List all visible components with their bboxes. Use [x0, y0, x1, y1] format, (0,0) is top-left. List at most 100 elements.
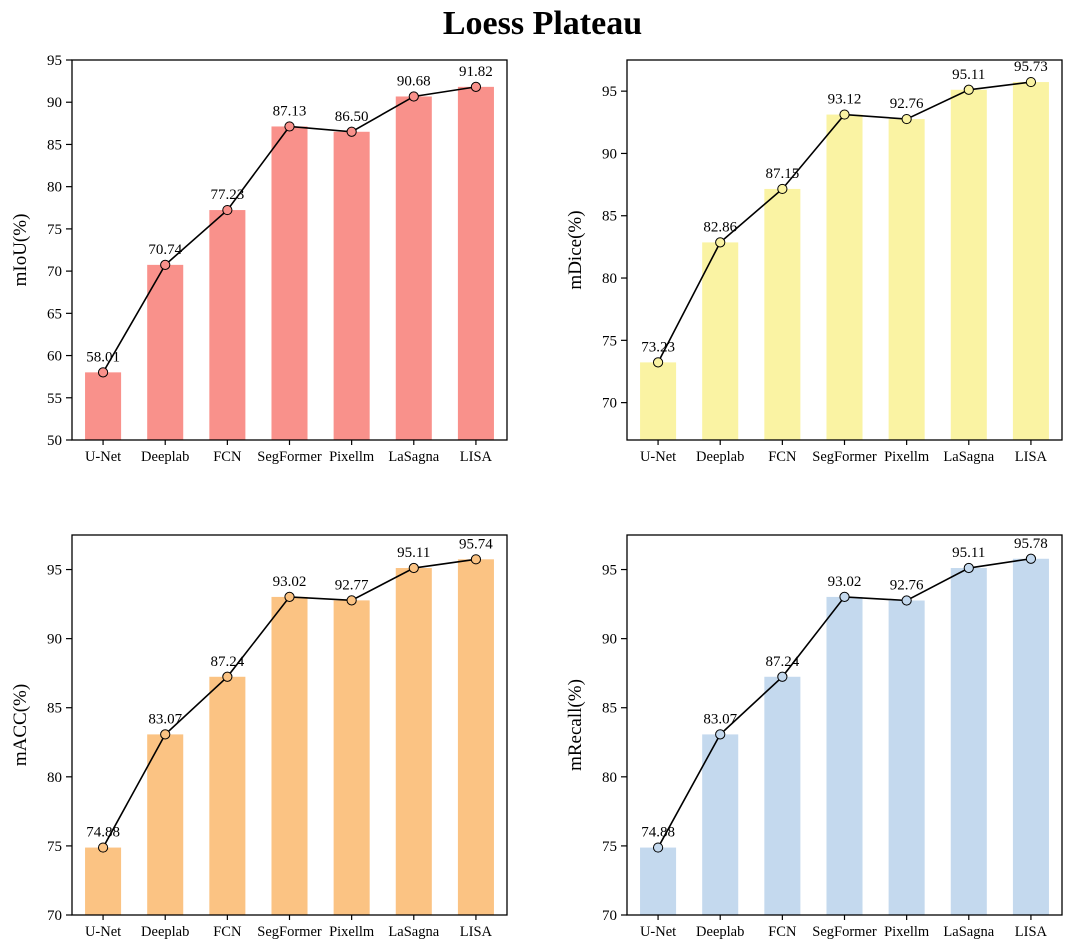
data-point-marker [221, 204, 232, 216]
chart-mdice: 70 75 80 85 90 95 U-Net Deeplab FCN SegFormer Pixe… [563, 46, 1078, 476]
y-tick-label: 70 [602, 396, 617, 412]
value-label: 87.15 [765, 166, 799, 182]
y-axis-label: mDice(%) [565, 210, 586, 289]
chart-svg: 70 75 80 85 90 95 U-Net Deeplab FCN SegFormer Pixe… [565, 534, 1063, 940]
bar [270, 126, 308, 441]
value-label: 86.50 [334, 109, 368, 125]
data-point-marker [963, 562, 974, 574]
bar [333, 600, 370, 915]
data-point-marker [776, 671, 787, 682]
bar [888, 600, 925, 915]
y-tick-label: 95 [47, 53, 62, 69]
value-label: 87.13 [272, 103, 306, 119]
x-tick-label: SegFormer [257, 449, 322, 465]
x-tick-label: Pixellm [329, 924, 375, 940]
y-tick-label: 85 [602, 701, 617, 717]
data-point-marker [408, 91, 419, 102]
x-tick-label: U-Net [84, 449, 120, 465]
x-tick-label: U-Net [639, 449, 675, 465]
data-point-marker [221, 671, 232, 682]
x-tick-label: FCN [213, 924, 242, 940]
bar [763, 676, 800, 915]
bar [950, 89, 987, 441]
bar [208, 676, 245, 915]
bar [639, 362, 676, 440]
x-tick-label: LaSagna [388, 449, 439, 465]
y-axis-label: mRecall(%) [565, 679, 586, 771]
x-tick-label: LISA [1014, 449, 1047, 465]
data-point-marker [652, 842, 663, 853]
bar [457, 559, 494, 915]
data-point-marker [470, 81, 481, 92]
x-tick-label: SegFormer [257, 924, 322, 940]
bar [825, 114, 863, 440]
value-label: 74.88 [86, 825, 120, 841]
y-tick-label: 95 [602, 84, 617, 100]
y-tick-label: 70 [47, 908, 62, 924]
y-tick-label: 60 [47, 349, 62, 365]
y-tick-label: 95 [47, 563, 62, 579]
bar [701, 242, 738, 440]
y-tick-label: 80 [602, 271, 617, 287]
figure-title: Loess Plateau [442, 5, 643, 42]
y-tick-label: 90 [602, 146, 617, 162]
x-tick-label: Pixellm [329, 449, 375, 465]
value-label: 83.07 [703, 711, 737, 727]
x-tick-label: Pixellm [884, 924, 930, 940]
data-point-marker [714, 237, 725, 248]
bar [270, 596, 308, 915]
data-point-marker [652, 357, 663, 368]
bar [1012, 82, 1049, 440]
y-tick-label: 90 [47, 632, 62, 648]
data-point-marker [346, 126, 357, 137]
chart-svg: 70 75 80 85 90 95 U-Net Deeplab FCN SegFormer Pixe… [565, 59, 1063, 465]
value-label: 90.68 [396, 73, 430, 89]
data-point-marker [283, 121, 295, 132]
value-label: 92.76 [889, 96, 923, 112]
chart-miou: 50 55 60 65 70 75 80 85 90 95 U-Net Deeplab FCN SegFo… [8, 46, 523, 476]
y-tick-label: 50 [47, 433, 62, 449]
y-tick-label: 85 [47, 701, 62, 717]
x-tick-label: U-Net [84, 924, 120, 940]
bar [763, 188, 800, 440]
data-point-marker [776, 183, 787, 195]
value-label: 73.23 [641, 339, 675, 355]
chart-svg: 50 55 60 65 70 75 80 85 90 95 U-Net Deeplab FCN SegFo… [10, 53, 508, 465]
x-tick-label: SegFormer [812, 449, 877, 465]
y-axis-label: mACC(%) [10, 684, 31, 766]
data-point-marker [838, 591, 850, 603]
data-point-marker [714, 729, 725, 740]
data-point-marker [346, 595, 357, 606]
y-tick-label: 75 [602, 333, 617, 349]
bar [208, 210, 245, 440]
y-tick-label: 75 [47, 839, 62, 855]
value-label: 91.82 [459, 64, 493, 80]
value-label: 92.76 [889, 577, 923, 593]
x-tick-label: LISA [459, 924, 492, 940]
x-tick-label: LaSagna [388, 924, 439, 940]
value-label: 82.86 [703, 219, 737, 235]
x-tick-label: LaSagna [943, 449, 994, 465]
x-tick-label: Deeplab [141, 924, 189, 940]
y-tick-label: 80 [47, 770, 62, 786]
value-label: 70.74 [148, 242, 182, 258]
value-label: 95.11 [397, 545, 430, 561]
value-label: 83.07 [148, 711, 182, 727]
value-label: 74.88 [641, 825, 675, 841]
value-label: 95.78 [1014, 536, 1048, 552]
y-tick-label: 65 [47, 306, 62, 322]
data-point-marker [963, 84, 974, 95]
bar [950, 568, 987, 915]
bar [395, 568, 432, 915]
x-tick-label: Deeplab [141, 449, 189, 465]
value-label: 93.02 [272, 574, 306, 590]
data-point-marker [1025, 553, 1036, 564]
value-label: 77.23 [210, 187, 244, 203]
y-axis-label: mIoU(%) [10, 214, 31, 287]
value-label: 95.73 [1014, 59, 1048, 75]
x-tick-label: FCN [768, 924, 797, 940]
bar [333, 131, 370, 440]
data-point-marker [901, 595, 912, 606]
chart-macc: 70 75 80 85 90 95 U-Net Deeplab FCN SegFormer Pixe… [8, 521, 523, 951]
